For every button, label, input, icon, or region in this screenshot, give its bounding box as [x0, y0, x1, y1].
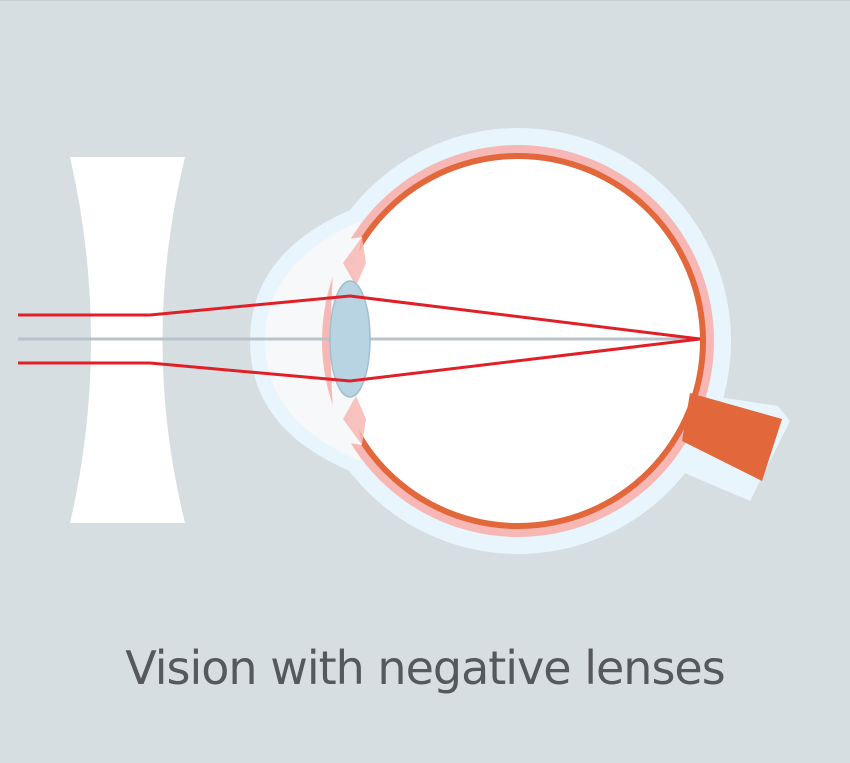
- light-ray-lower: [18, 337, 701, 383]
- vitreous-body: [336, 159, 700, 523]
- diagram-caption: Vision with negative lenses: [125, 641, 725, 695]
- optic-nerve: [682, 393, 782, 481]
- iris-upper: [343, 237, 366, 286]
- light-ray-upper: [18, 294, 701, 341]
- iris-lower: [343, 396, 366, 445]
- crystalline-lens: [329, 280, 371, 398]
